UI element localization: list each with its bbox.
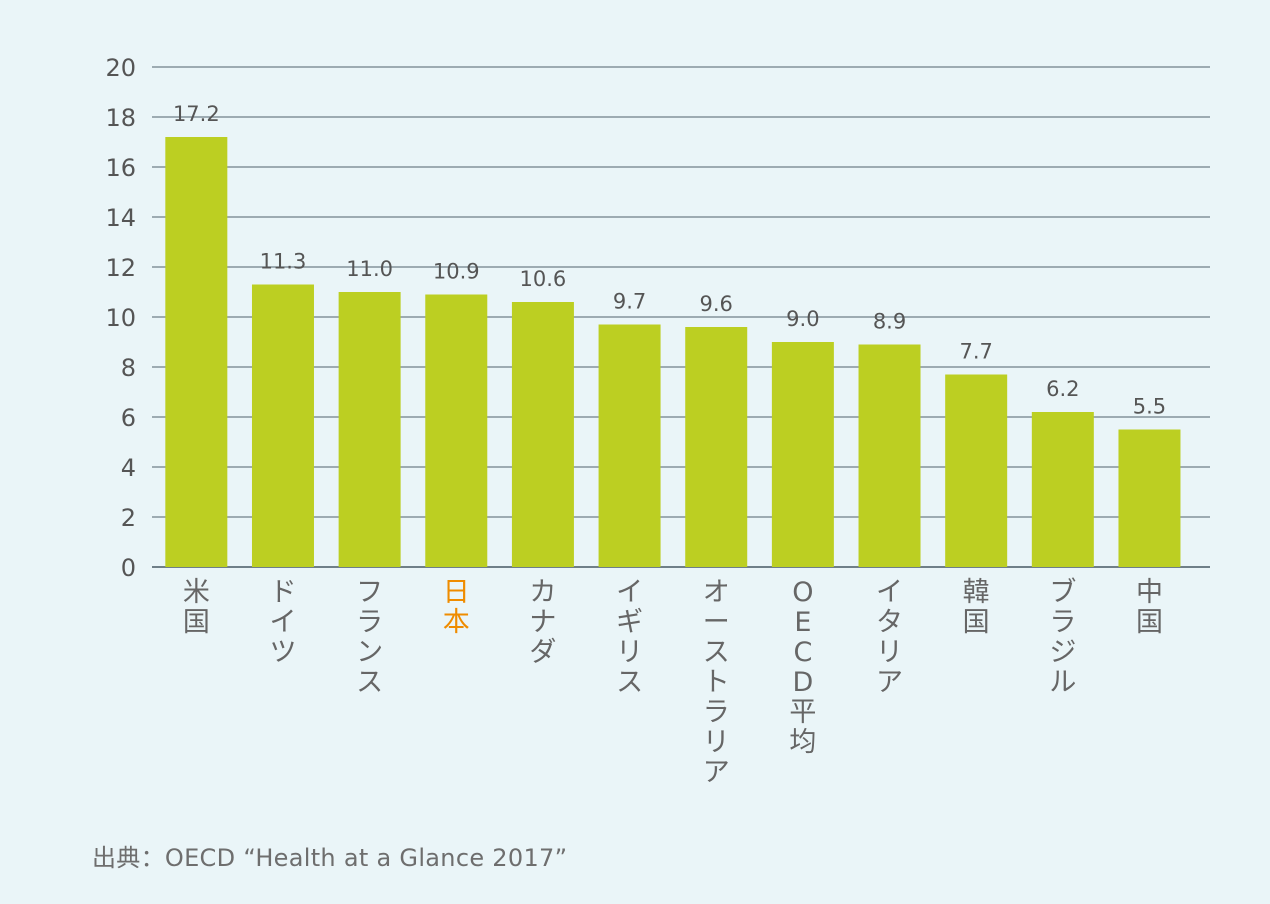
bar [251,284,314,567]
data-label: 9.7 [613,290,646,314]
y-tick-label: 0 [121,554,136,582]
bar [598,324,661,567]
data-label: 5.5 [1133,395,1166,419]
bar [165,137,228,567]
category-label: カナダ [529,577,556,668]
data-label: 11.3 [260,250,307,274]
category-label: O E C D 平均 [789,577,816,758]
bars [165,137,1181,567]
data-label: 10.9 [433,260,480,284]
y-tick-label: 18 [105,104,136,132]
bar [425,294,488,567]
data-label: 6.2 [1046,377,1079,401]
bar [511,302,574,567]
source-note: 出典：OECD “Health at a Glance 2017” [92,844,568,872]
category-label: 日本 [443,577,470,638]
y-tick-label: 12 [105,254,136,282]
y-axis-ticks: 0 2 4 6 8 10 12 14 16 18 20 [105,54,136,582]
value-labels: 17.2 11.3 11.0 10.9 10.6 9.7 9.6 9.0 8.9 7.7 6.2 5.… [173,102,1166,419]
data-label: 7.7 [959,340,992,364]
y-tick-label: 20 [105,54,136,82]
category-label: ドイツ [269,577,296,668]
y-tick-label: 8 [121,354,136,382]
bar [771,342,834,567]
data-label: 17.2 [173,102,220,126]
data-label: 11.0 [346,257,393,281]
data-label: 9.0 [786,307,819,331]
data-label: 8.9 [873,310,906,334]
category-label: フランス [356,577,383,698]
category-labels: 米国 ドイツ フランス 日本 カナダ イギリス オーストラリア O E C D 平均 イタリア 韓国 ブラジ… [183,577,1163,788]
bar [1118,429,1181,567]
bar [338,292,401,567]
category-label: イタリア [876,577,903,698]
category-label: 中国 [1136,577,1163,638]
category-label: 米国 [183,577,210,638]
y-tick-label: 4 [121,454,136,482]
category-label: ブラジル [1049,577,1076,698]
y-tick-label: 10 [105,304,136,332]
data-label: 9.6 [700,292,733,316]
gridlines [152,66,1210,568]
y-tick-label: 2 [121,504,136,532]
bar [1031,412,1094,567]
category-label: 韓国 [963,577,990,638]
category-label: イギリス [616,577,643,698]
data-label: 10.6 [520,267,567,291]
bar [685,327,748,567]
y-tick-label: 16 [105,154,136,182]
y-tick-label: 6 [121,404,136,432]
bar [858,344,921,567]
category-label: オーストラリア [703,577,730,788]
bar [945,374,1008,567]
y-tick-label: 14 [105,204,136,232]
